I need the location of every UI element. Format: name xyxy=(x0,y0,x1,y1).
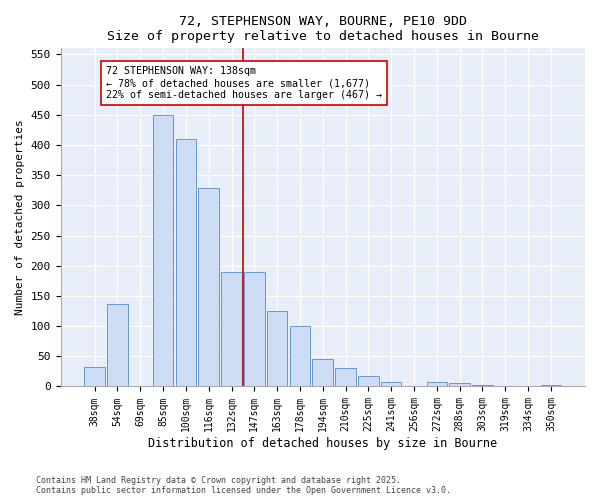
Bar xyxy=(358,376,379,386)
Title: 72, STEPHENSON WAY, BOURNE, PE10 9DD
Size of property relative to detached house: 72, STEPHENSON WAY, BOURNE, PE10 9DD Siz… xyxy=(107,15,539,43)
X-axis label: Distribution of detached houses by size in Bourne: Distribution of detached houses by size … xyxy=(148,437,497,450)
Bar xyxy=(449,384,470,386)
Bar xyxy=(199,188,219,386)
Bar xyxy=(85,366,105,386)
Bar xyxy=(313,360,333,386)
Text: 72 STEPHENSON WAY: 138sqm
← 78% of detached houses are smaller (1,677)
22% of se: 72 STEPHENSON WAY: 138sqm ← 78% of detac… xyxy=(106,66,382,100)
Bar xyxy=(427,382,447,386)
Y-axis label: Number of detached properties: Number of detached properties xyxy=(15,120,25,316)
Bar xyxy=(472,384,493,386)
Bar xyxy=(335,368,356,386)
Bar xyxy=(153,115,173,386)
Bar xyxy=(381,382,401,386)
Text: Contains HM Land Registry data © Crown copyright and database right 2025.
Contai: Contains HM Land Registry data © Crown c… xyxy=(36,476,451,495)
Bar xyxy=(290,326,310,386)
Bar xyxy=(221,272,242,386)
Bar xyxy=(244,272,265,386)
Bar xyxy=(176,139,196,386)
Bar xyxy=(107,304,128,386)
Bar xyxy=(267,311,287,386)
Bar xyxy=(541,384,561,386)
